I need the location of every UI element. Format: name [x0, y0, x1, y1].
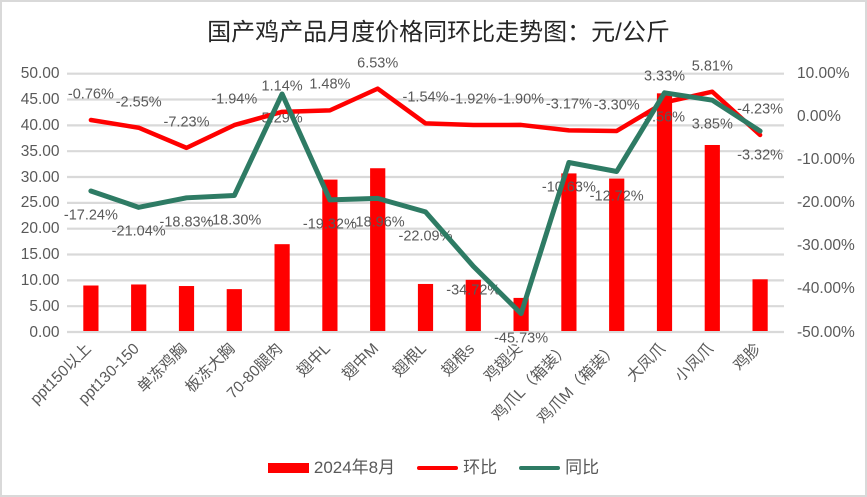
right-axis-tick: 10.00%: [797, 65, 850, 83]
x-axis-label: 翅根s: [438, 340, 478, 380]
data-label-同比: -18.30%: [207, 212, 262, 229]
right-axis-tick: -30.00%: [797, 237, 855, 255]
chart-title: 国产鸡产品月度价格同环比走势图：元/公斤: [207, 19, 670, 46]
bar-单冻鸡胸: [178, 286, 195, 331]
legend-label-mom: 环比: [463, 458, 498, 477]
x-axis-label: 鸡翅尖: [480, 340, 526, 386]
right-axis-tick: -40.00%: [797, 280, 855, 298]
x-axis-label: 翅根L: [389, 340, 430, 381]
data-label-同比: 3.85%: [691, 116, 733, 133]
data-label-同比: -45.73%: [494, 330, 549, 347]
legend-label-bar: 2024年8月: [313, 458, 396, 477]
data-label-环比: -1.54%: [402, 89, 449, 106]
data-label-同比: -19.32%: [302, 216, 357, 233]
left-axis-tick: 35.00: [20, 142, 60, 160]
bar-翅中L: [322, 179, 338, 331]
legend-item-bar[interactable]: 2024年8月: [267, 458, 396, 478]
data-label-环比: -7.23%: [163, 114, 210, 131]
line-同比: [88, 90, 763, 317]
right-axis-tick: -20.00%: [797, 194, 855, 212]
bar-ppt130-150: [131, 284, 147, 331]
data-label-同比: -22.09%: [398, 228, 453, 245]
bar-翅中M: [370, 168, 386, 331]
data-label-环比: -1.92%: [450, 91, 497, 108]
data-label-环比: -1.90%: [498, 91, 545, 108]
bar-大凤爪: [656, 93, 673, 331]
left-axis-tick: 0.00: [29, 323, 60, 341]
left-axis-tick: 15.00: [20, 246, 60, 263]
bar-鸡爪M（箱装）: [609, 178, 625, 331]
data-label-环比: 1.14%: [261, 78, 303, 95]
data-label-环比: -1.94%: [211, 91, 258, 108]
data-label-同比: -18.83%: [159, 214, 214, 231]
bar-swatch: [267, 463, 309, 473]
data-label-同比: -12.72%: [589, 188, 644, 204]
data-label-环比: -3.30%: [593, 97, 640, 114]
bar-翅根L: [417, 283, 434, 331]
data-label-环比: 6.53%: [357, 55, 399, 72]
bar-70-80腿肉: [274, 244, 290, 331]
x-axis-label: 单冻鸡胸: [134, 340, 191, 397]
line-环比: [88, 86, 763, 151]
data-label-环比: -0.76%: [67, 86, 114, 103]
legend-item-yoy[interactable]: 同比: [519, 458, 599, 478]
legend-item-mom[interactable]: 环比: [417, 458, 497, 478]
data-label-环比: -4.23%: [737, 101, 784, 118]
x-axis-label: 大凤爪: [623, 340, 669, 386]
left-axis-tick: 40.00: [20, 116, 60, 134]
right-axis-tick: 0.00%: [797, 108, 841, 126]
x-axis-label: 翅中M: [338, 340, 383, 384]
data-label-同比: -34.72%: [446, 282, 501, 299]
left-axis-tick: 10.00: [20, 271, 60, 289]
left-axis-tick: 20.00: [20, 220, 60, 238]
x-axis-label: 翅中L: [294, 340, 335, 381]
bar-翅根s: [465, 279, 481, 331]
left-axis-tick: 30.00: [20, 168, 60, 186]
data-label-同比: -3.32%: [737, 147, 784, 164]
right-axis-tick: -50.00%: [797, 323, 855, 341]
bar-板冻大胸: [226, 289, 242, 331]
bar-鸡胗: [752, 279, 768, 331]
bar-小凤爪: [704, 144, 720, 331]
bar-鸡爪L（箱装）: [561, 173, 577, 331]
right-axis-tick: -10.00%: [797, 151, 855, 169]
bar-ppt150以上: [83, 285, 99, 331]
data-label-同比: -18.96%: [350, 214, 405, 231]
left-axis-tick: 5.00: [29, 297, 60, 315]
data-label-环比: 3.33%: [643, 68, 686, 85]
left-axis-tick: 25.00: [20, 194, 60, 212]
x-axis-label: 小凤爪: [671, 340, 717, 386]
data-label-环比: -2.55%: [115, 94, 162, 111]
data-label-环比: 1.48%: [309, 76, 351, 93]
left-axis-tick: 45.00: [20, 91, 60, 109]
data-label-环比: 5.81%: [691, 58, 733, 75]
data-label-同比: -10.63%: [541, 179, 596, 195]
legend-label-yoy: 同比: [565, 458, 600, 477]
yoy-line-swatch: [519, 465, 561, 471]
legend: 2024年8月 环比 同比: [0, 458, 867, 478]
x-axis-label: 鸡胗: [730, 340, 765, 375]
mom-line-swatch: [417, 465, 459, 471]
left-axis-tick: 50.00: [20, 65, 60, 83]
data-label-环比: -3.17%: [545, 96, 592, 113]
data-label-同比: -21.04%: [111, 223, 166, 240]
data-label-同比: -17.24%: [63, 207, 118, 224]
